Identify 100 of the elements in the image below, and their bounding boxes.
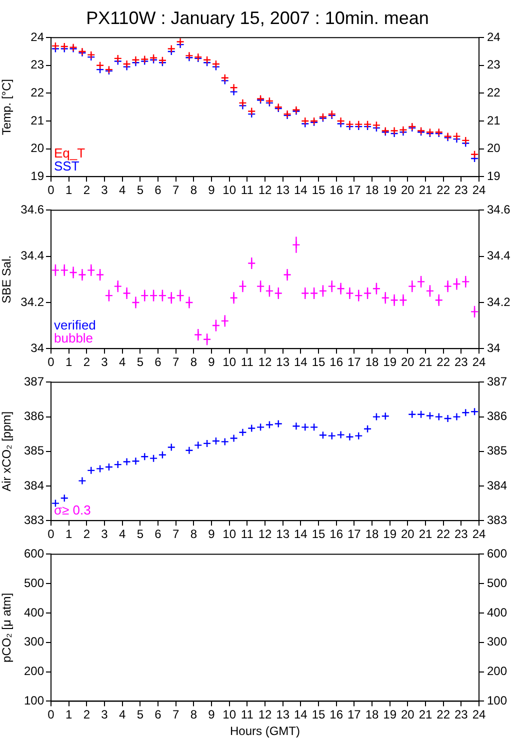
point bbox=[167, 44, 176, 53]
x-tick-label: 21 bbox=[418, 527, 432, 542]
x-tick-label: 12 bbox=[258, 708, 272, 722]
x-tick-label: 8 bbox=[190, 708, 198, 722]
point bbox=[336, 430, 345, 439]
y2-tick-label: 383 bbox=[487, 512, 508, 527]
y-tick-label: 387 bbox=[24, 374, 44, 389]
x-tick-label: 22 bbox=[436, 355, 450, 370]
point bbox=[292, 422, 300, 430]
y-tick-label: 34.4 bbox=[20, 248, 44, 263]
point bbox=[185, 446, 194, 454]
point bbox=[194, 441, 202, 450]
point bbox=[132, 56, 140, 64]
x-tick-label: 17 bbox=[347, 355, 362, 370]
x-tick-label: 21 bbox=[418, 183, 432, 198]
point bbox=[452, 132, 461, 140]
y2-tick-label: 384 bbox=[487, 478, 508, 492]
point bbox=[372, 412, 381, 421]
point bbox=[230, 84, 238, 92]
x-tick-label: 22 bbox=[436, 183, 450, 198]
x-tick-label: 3 bbox=[101, 183, 108, 198]
point bbox=[399, 126, 408, 134]
point bbox=[202, 56, 212, 64]
x-tick-label: 2 bbox=[83, 527, 90, 542]
x-tick-label: 12 bbox=[258, 183, 272, 198]
y2-tick-label: 600 bbox=[487, 546, 508, 561]
x-tick-label: 6 bbox=[154, 527, 162, 542]
x-tick-label: 14 bbox=[294, 355, 308, 370]
point bbox=[87, 466, 96, 475]
x-tick-label: 21 bbox=[418, 708, 432, 722]
point bbox=[140, 452, 149, 461]
x-tick-label: 10 bbox=[222, 355, 236, 370]
x-tick-label: 24 bbox=[472, 708, 486, 722]
point bbox=[122, 60, 131, 68]
x-tick-label: 19 bbox=[383, 708, 397, 722]
y2-tick-label: 300 bbox=[487, 634, 508, 649]
x-tick-label: 0 bbox=[48, 708, 55, 722]
x-tick-label: 5 bbox=[136, 708, 144, 722]
point bbox=[158, 450, 167, 459]
point bbox=[301, 116, 310, 126]
x-tick-label: 1 bbox=[65, 708, 72, 722]
y2-tick-label: 19 bbox=[487, 168, 501, 183]
y-tick-label: 386 bbox=[24, 409, 44, 424]
point bbox=[149, 454, 158, 462]
x-tick-label: 9 bbox=[208, 355, 216, 370]
x-tick-label: 2 bbox=[83, 708, 90, 722]
x-tick-label: 1 bbox=[65, 355, 72, 370]
point bbox=[167, 443, 176, 452]
point bbox=[104, 462, 114, 472]
point bbox=[248, 107, 256, 116]
x-tick-label: 16 bbox=[330, 708, 344, 722]
legend-label: σ≥ 0.3 bbox=[54, 502, 91, 518]
point bbox=[444, 414, 452, 423]
x-tick-label: 5 bbox=[136, 183, 144, 198]
y2-tick-label: 22 bbox=[487, 86, 501, 100]
x-tick-label: 21 bbox=[418, 355, 432, 370]
y-tick-label: 34.6 bbox=[20, 202, 44, 217]
point bbox=[470, 408, 479, 416]
x-tick-label: 16 bbox=[330, 355, 344, 370]
point bbox=[354, 432, 363, 440]
x-tick-label: 10 bbox=[222, 708, 236, 722]
x-tick-label: 24 bbox=[472, 183, 486, 198]
x-tick-label: 3 bbox=[101, 355, 108, 370]
point bbox=[462, 136, 470, 145]
x-tick-label: 7 bbox=[172, 527, 180, 542]
y2-tick-label: 21 bbox=[487, 113, 501, 128]
x-tick-label: 23 bbox=[454, 355, 468, 370]
x-tick-label: 8 bbox=[190, 355, 198, 370]
y-axis-title: Temp. [°C] bbox=[0, 79, 14, 136]
y2-tick-label: 500 bbox=[487, 576, 508, 590]
point bbox=[363, 120, 372, 128]
point bbox=[78, 476, 86, 485]
y-tick-label: 24 bbox=[30, 30, 44, 44]
point bbox=[248, 424, 256, 432]
x-tick-label: 14 bbox=[294, 527, 308, 542]
y-axis-title: Air xCO₂ [ppm] bbox=[0, 411, 14, 492]
x-tick-label: 8 bbox=[190, 183, 198, 198]
x-tick-label: 19 bbox=[383, 355, 397, 370]
point bbox=[265, 420, 274, 429]
x-tick-label: 9 bbox=[208, 183, 216, 198]
point bbox=[51, 499, 60, 508]
point bbox=[238, 98, 247, 108]
x-tick-label: 17 bbox=[347, 708, 362, 722]
x-tick-label: 11 bbox=[240, 708, 254, 722]
point bbox=[122, 458, 131, 466]
point bbox=[301, 423, 310, 432]
point bbox=[434, 412, 443, 421]
x-tick-label: 20 bbox=[400, 708, 415, 722]
point bbox=[426, 412, 434, 420]
point bbox=[176, 38, 184, 46]
x-tick-label: 22 bbox=[436, 527, 450, 542]
x-tick-label: 3 bbox=[101, 708, 108, 722]
x-tick-label: 20 bbox=[400, 527, 415, 542]
x-tick-label: 7 bbox=[172, 183, 180, 198]
x-tick-label: 5 bbox=[136, 527, 144, 542]
y2-tick-label: 386 bbox=[487, 409, 508, 424]
x-tick-label: 12 bbox=[258, 527, 272, 542]
x-tick-label: 7 bbox=[172, 708, 180, 722]
x-tick-label: 17 bbox=[347, 527, 362, 542]
x-tick-label: 3 bbox=[101, 527, 108, 542]
